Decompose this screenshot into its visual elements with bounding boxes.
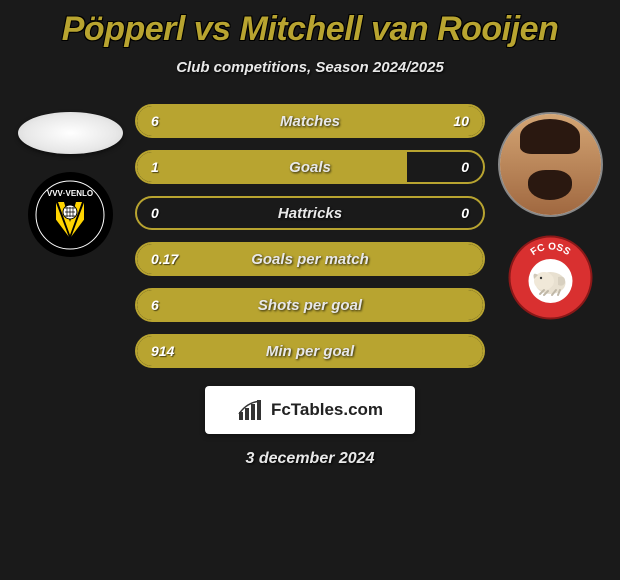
- stat-value-left: 1: [151, 159, 159, 175]
- page-title: Pöpperl vs Mitchell van Rooijen: [0, 10, 620, 49]
- stats-column: 6 Matches 10 1 Goals 0 0 Hattricks 0 0.17 Goals pe…: [135, 104, 485, 368]
- stat-label: Goals: [289, 159, 331, 176]
- player-right-club-badge: FC OSS: [508, 235, 593, 320]
- stat-value-left: 0.17: [151, 251, 178, 267]
- stat-row: 0.17 Goals per match: [135, 242, 485, 276]
- svg-text:VVV·VENLO: VVV·VENLO: [47, 189, 93, 198]
- date-line: 3 december 2024: [0, 450, 620, 468]
- main-row: VVV·VENLO 6 Matches 10 1 Goals 0 0 Hattricks 0 0.…: [0, 104, 620, 368]
- subtitle: Club competitions, Season 2024/2025: [0, 59, 620, 76]
- brand-badge[interactable]: FcTables.com: [205, 386, 415, 434]
- stat-value-left: 914: [151, 343, 174, 359]
- stat-row: 6 Shots per goal: [135, 288, 485, 322]
- stat-label: Matches: [280, 113, 340, 130]
- stat-label: Hattricks: [278, 205, 342, 222]
- stat-row: 6 Matches 10: [135, 104, 485, 138]
- player-left-avatar: [18, 112, 123, 154]
- player-left-column: VVV·VENLO: [15, 104, 125, 257]
- club-badge-icon: FC OSS: [508, 235, 593, 320]
- stat-label: Goals per match: [251, 251, 369, 268]
- chart-icon: [237, 398, 265, 422]
- stat-row: 1 Goals 0: [135, 150, 485, 184]
- stat-value-right: 10: [453, 113, 469, 129]
- stat-value-left: 6: [151, 297, 159, 313]
- player-right-avatar: [498, 112, 603, 217]
- stat-value-right: 0: [461, 205, 469, 221]
- stat-fill-left: [137, 152, 407, 182]
- stat-label: Shots per goal: [258, 297, 362, 314]
- stat-row: 0 Hattricks 0: [135, 196, 485, 230]
- player-left-club-badge: VVV·VENLO: [28, 172, 113, 257]
- stat-value-right: 0: [461, 159, 469, 175]
- shield-icon: VVV·VENLO: [35, 180, 105, 250]
- stat-value-left: 0: [151, 205, 159, 221]
- stat-row: 914 Min per goal: [135, 334, 485, 368]
- comparison-card: Pöpperl vs Mitchell van Rooijen Club com…: [0, 0, 620, 468]
- stat-value-left: 6: [151, 113, 159, 129]
- stat-label: Min per goal: [266, 343, 354, 360]
- player-right-column: FC OSS: [495, 104, 605, 320]
- brand-text: FcTables.com: [271, 400, 383, 420]
